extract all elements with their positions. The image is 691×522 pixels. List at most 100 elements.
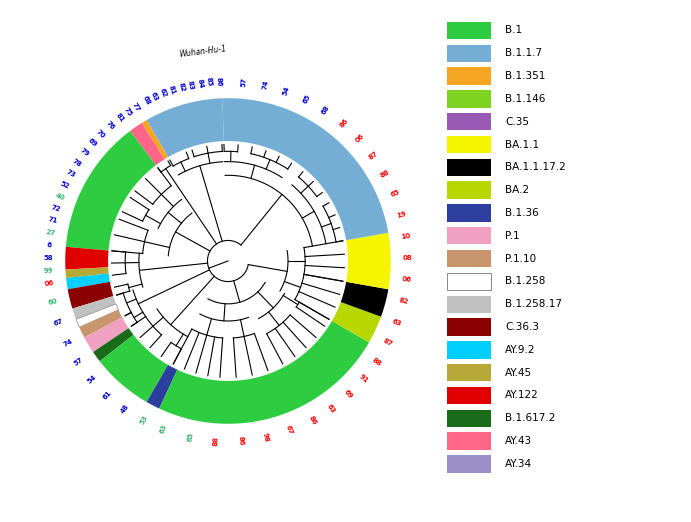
FancyBboxPatch shape — [447, 432, 491, 450]
Text: 74: 74 — [62, 338, 73, 348]
Text: 6: 6 — [46, 242, 51, 248]
Text: 86: 86 — [339, 117, 349, 129]
Text: 67: 67 — [53, 318, 64, 327]
Text: BA.1.1: BA.1.1 — [505, 139, 539, 149]
Polygon shape — [341, 282, 388, 317]
Polygon shape — [66, 267, 108, 278]
Text: 54: 54 — [282, 85, 291, 97]
Text: 88: 88 — [372, 357, 383, 367]
FancyBboxPatch shape — [447, 364, 491, 382]
Text: 82: 82 — [178, 82, 186, 92]
Text: 40: 40 — [55, 192, 66, 201]
Text: 78: 78 — [71, 158, 83, 168]
Text: 63: 63 — [392, 318, 403, 327]
FancyBboxPatch shape — [447, 182, 491, 199]
Text: AY.45: AY.45 — [505, 367, 532, 377]
Text: 57: 57 — [73, 357, 84, 367]
Text: C.35: C.35 — [505, 117, 529, 127]
Text: 65: 65 — [389, 189, 400, 198]
FancyBboxPatch shape — [447, 250, 491, 267]
Text: B.1.258.17: B.1.258.17 — [505, 299, 562, 309]
Text: 73: 73 — [65, 169, 77, 179]
Text: B.1.258: B.1.258 — [505, 277, 545, 287]
Polygon shape — [93, 328, 133, 361]
Polygon shape — [130, 123, 164, 165]
FancyBboxPatch shape — [447, 455, 491, 472]
FancyBboxPatch shape — [447, 204, 491, 222]
Text: 63: 63 — [159, 423, 168, 434]
Text: 99: 99 — [44, 267, 53, 274]
Text: 69: 69 — [343, 389, 354, 400]
Text: AY.9.2: AY.9.2 — [505, 345, 536, 355]
Polygon shape — [76, 304, 118, 327]
Text: 84: 84 — [196, 78, 204, 89]
Text: 70: 70 — [95, 128, 106, 139]
Text: 88: 88 — [212, 435, 219, 446]
FancyBboxPatch shape — [447, 159, 491, 176]
Text: 72: 72 — [50, 204, 61, 212]
Text: B.1.36: B.1.36 — [505, 208, 539, 218]
Text: 54: 54 — [86, 374, 98, 385]
FancyBboxPatch shape — [447, 113, 491, 130]
FancyBboxPatch shape — [447, 44, 491, 62]
Text: 86: 86 — [237, 435, 244, 445]
Text: 81: 81 — [168, 85, 177, 96]
Text: 83: 83 — [187, 79, 195, 90]
Text: 74: 74 — [261, 79, 269, 90]
FancyBboxPatch shape — [447, 90, 491, 108]
Polygon shape — [68, 282, 113, 309]
Text: 88: 88 — [379, 169, 391, 179]
Text: 82: 82 — [398, 298, 408, 305]
Text: 98: 98 — [261, 432, 269, 443]
FancyBboxPatch shape — [447, 341, 491, 359]
Text: 65: 65 — [187, 432, 195, 442]
Polygon shape — [332, 302, 381, 342]
FancyBboxPatch shape — [447, 272, 491, 290]
Text: 87: 87 — [383, 338, 394, 348]
Polygon shape — [142, 120, 168, 159]
FancyBboxPatch shape — [447, 136, 491, 153]
Polygon shape — [346, 261, 391, 289]
Text: 79: 79 — [79, 147, 90, 158]
Text: 77: 77 — [131, 101, 140, 112]
Text: 69: 69 — [86, 137, 98, 148]
Text: 68: 68 — [142, 95, 151, 106]
Text: 61: 61 — [102, 389, 113, 400]
Text: B.1: B.1 — [505, 26, 522, 35]
Text: BA.2: BA.2 — [505, 185, 529, 195]
Text: 06: 06 — [402, 276, 412, 283]
Text: 60: 60 — [48, 298, 58, 305]
Polygon shape — [79, 310, 122, 337]
Text: 08: 08 — [403, 255, 413, 261]
Text: 19: 19 — [397, 210, 407, 219]
Text: P.1: P.1 — [505, 231, 520, 241]
FancyBboxPatch shape — [447, 227, 491, 244]
Text: 06: 06 — [354, 133, 365, 144]
Text: 91: 91 — [358, 374, 370, 385]
Text: 81: 81 — [115, 112, 125, 123]
Text: P.1.10: P.1.10 — [505, 254, 536, 264]
Text: 48: 48 — [120, 402, 130, 414]
Text: B.1.351: B.1.351 — [505, 71, 545, 81]
FancyBboxPatch shape — [447, 295, 491, 313]
Polygon shape — [66, 131, 156, 251]
Polygon shape — [84, 317, 129, 352]
FancyBboxPatch shape — [447, 67, 491, 85]
Text: 58: 58 — [44, 255, 53, 261]
FancyBboxPatch shape — [447, 387, 491, 404]
FancyBboxPatch shape — [447, 318, 491, 336]
Text: 76: 76 — [104, 120, 115, 131]
Text: 27: 27 — [45, 229, 55, 236]
Text: 86: 86 — [216, 76, 222, 86]
Text: 71: 71 — [47, 217, 58, 224]
Text: 65: 65 — [302, 93, 312, 105]
Polygon shape — [100, 335, 168, 402]
FancyBboxPatch shape — [447, 22, 491, 39]
Text: AY.122: AY.122 — [505, 390, 539, 400]
Polygon shape — [346, 233, 391, 261]
Text: 75: 75 — [122, 106, 133, 117]
Polygon shape — [159, 321, 369, 424]
Text: 53: 53 — [139, 414, 149, 425]
FancyBboxPatch shape — [447, 410, 491, 427]
Text: B.1.146: B.1.146 — [505, 94, 545, 104]
